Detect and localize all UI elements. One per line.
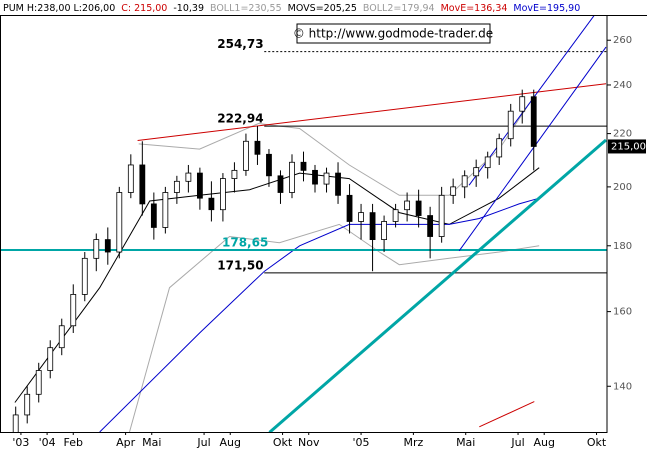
candle-body — [243, 140, 249, 171]
header-item: MovE=195,90 — [513, 3, 580, 14]
level-label: 178,65 — [222, 235, 268, 249]
indicator-line — [479, 401, 535, 428]
candle-body — [220, 178, 226, 211]
candle-body — [93, 239, 100, 259]
y-tick-label: 160 — [613, 307, 632, 318]
x-tick-label: Aug — [533, 436, 554, 449]
candle-body — [496, 138, 503, 158]
candle-body — [116, 192, 123, 253]
x-tick-label: Mrz — [403, 436, 423, 449]
y-tick-label: 140 — [613, 381, 632, 392]
source: © http://www.godmode-trader.de — [293, 27, 493, 41]
candle-body — [381, 221, 387, 240]
candle-body — [208, 197, 215, 211]
candle-body — [266, 153, 272, 177]
header: PUM H:238,00 L:206,00 C: 215,00 -10,39 BOLL… — [3, 3, 580, 14]
header-item: BOLL1=230,55 — [210, 3, 282, 14]
x-tick-label: Okt — [273, 436, 293, 449]
candle-body — [139, 164, 146, 205]
candle-body — [358, 212, 364, 222]
trend-line — [137, 83, 607, 141]
x-tick-label: '05 — [353, 436, 370, 449]
candle-body — [346, 194, 353, 222]
indicator-line — [138, 103, 530, 196]
trend-line — [458, 46, 607, 252]
header-item: C: 215,00 — [121, 3, 167, 14]
last-price-box — [608, 139, 646, 154]
level-label: 171,50 — [217, 258, 263, 272]
y-tick-label: 260 — [613, 35, 632, 46]
candle-body — [127, 164, 134, 193]
x-tick-label: Mai — [456, 436, 475, 449]
candle-body — [70, 294, 77, 327]
x-tick-label: '04 — [39, 436, 56, 449]
source-box — [296, 23, 491, 44]
candle-body — [104, 239, 111, 253]
plot-area — [0, 15, 607, 432]
candle-body — [415, 200, 422, 216]
candle-body — [312, 169, 318, 185]
header-item: BOLL2=179,94 — [363, 3, 435, 14]
header-item: PUM H:238,00 L:206,00 — [3, 3, 115, 14]
trend-line — [268, 138, 607, 432]
level-label: 222,94 — [217, 112, 263, 126]
y-tick-label: 240 — [613, 80, 632, 91]
candle-body — [173, 180, 180, 193]
candle-body — [507, 110, 514, 140]
candle-body — [289, 161, 295, 193]
candle-body — [323, 172, 330, 185]
header-item: -10,39 — [173, 3, 204, 14]
x-tick-label: Feb — [64, 436, 83, 449]
indicator-line — [14, 167, 540, 403]
x-tick-label: Jul — [510, 436, 524, 449]
header-item: MovE=136,34 — [441, 3, 508, 14]
candle-body — [24, 393, 31, 416]
candle-body — [461, 175, 468, 188]
candle-body — [231, 169, 238, 179]
x-tick-label: Aug — [219, 436, 240, 449]
candle-body — [427, 215, 434, 237]
x-tick-label: Mai — [142, 436, 161, 449]
candle-body — [392, 209, 399, 222]
candle-body — [404, 200, 411, 211]
level-label: 254,73 — [217, 37, 263, 51]
candle-body — [438, 194, 445, 237]
candle-body — [12, 414, 19, 432]
candle-body — [58, 325, 65, 349]
candle-body — [196, 172, 203, 199]
candle-body — [450, 186, 457, 196]
y-tick-label: 180 — [613, 241, 632, 252]
y-tick-label: 220 — [613, 129, 632, 140]
candle-body — [81, 257, 88, 295]
candle-body — [35, 370, 42, 395]
candle-body — [519, 96, 526, 112]
x-tick-label: Okt — [587, 436, 607, 449]
x-tick-label: Jul — [196, 436, 210, 449]
candle-body — [162, 192, 169, 228]
trend-line — [468, 15, 596, 186]
candle-body — [277, 175, 284, 193]
header-item: MOVS=205,25 — [288, 3, 357, 14]
candle-body — [473, 167, 480, 177]
x-tick-label: '03 — [12, 436, 29, 449]
candle-body — [47, 347, 54, 371]
last-price-label: 215,00 — [611, 141, 646, 152]
candle-body — [300, 161, 307, 171]
candle-body — [185, 172, 192, 182]
x-tick-label: Nov — [298, 436, 320, 449]
y-tick-label: 200 — [613, 182, 632, 193]
candle-body — [369, 212, 376, 240]
candle-body — [254, 140, 261, 155]
candle-body — [335, 172, 341, 196]
candle-body — [530, 96, 537, 147]
candle-body — [484, 156, 491, 169]
x-tick-label: Apr — [116, 436, 136, 449]
candle-body — [150, 203, 157, 228]
